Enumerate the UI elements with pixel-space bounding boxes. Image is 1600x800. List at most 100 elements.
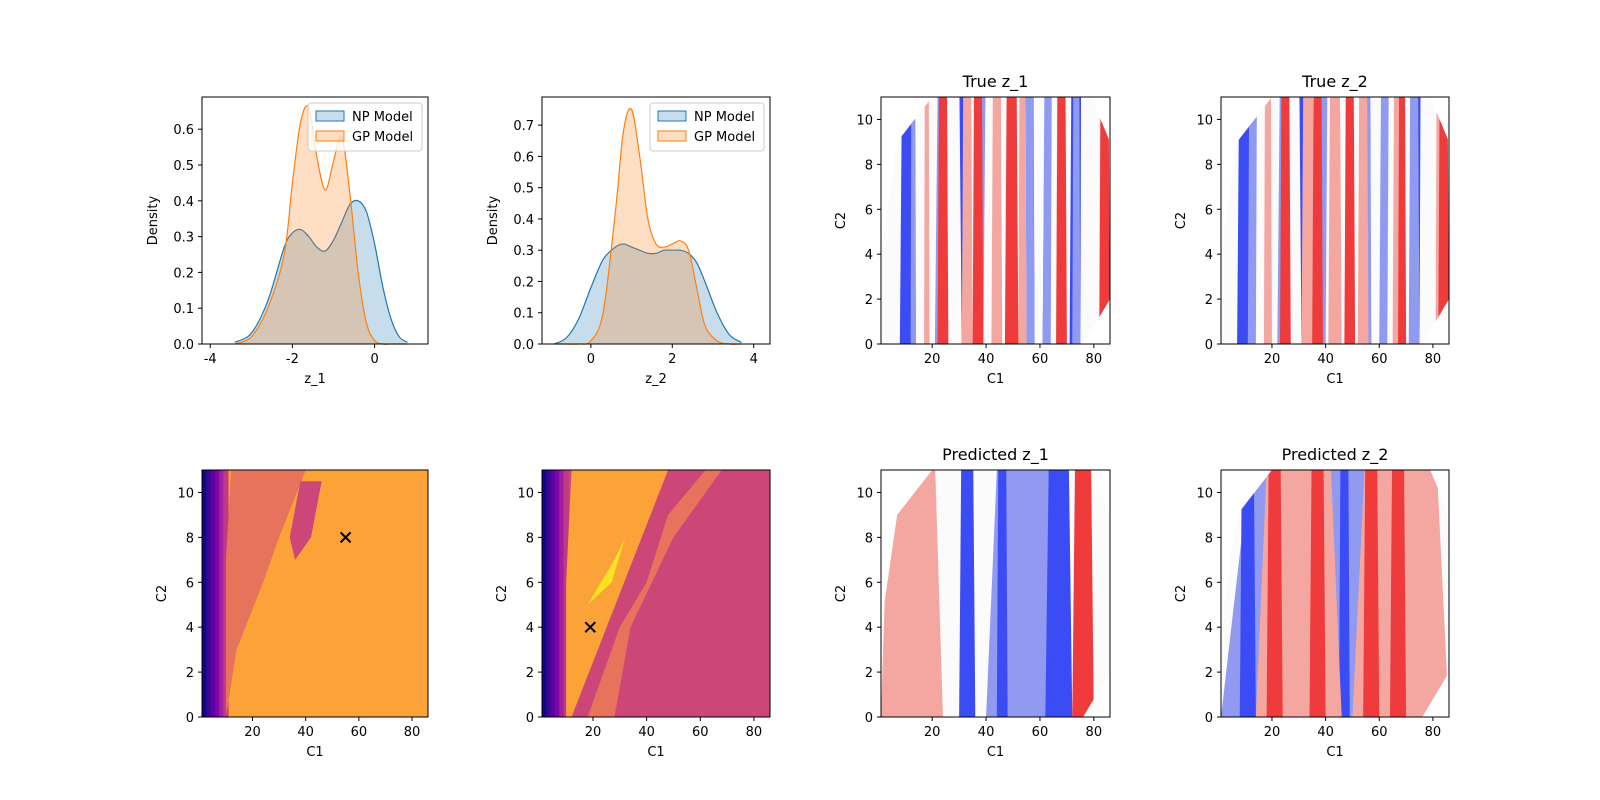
x-tick-label: 80: [1425, 352, 1442, 367]
contour-band: [1255, 97, 1264, 344]
contour-band: [1408, 97, 1420, 344]
x-tick-label: 20: [1264, 725, 1281, 740]
field-stripe: [554, 470, 561, 717]
y-tick-label: 8: [186, 531, 194, 546]
contour-band: [1301, 97, 1315, 344]
y-tick-label: 0.0: [513, 338, 534, 353]
x-tick-label: 20: [1264, 352, 1281, 367]
y-tick-label: 0.3: [513, 244, 534, 259]
x-tick-label: 60: [1032, 352, 1049, 367]
contour-band: [1263, 97, 1272, 344]
x-axis-label: C1: [987, 745, 1004, 760]
field-stripe: [210, 470, 216, 717]
axes-frame: [880, 96, 1111, 345]
x-tick-label: 80: [1086, 725, 1103, 740]
legend-swatch: [315, 110, 345, 122]
y-tick-label: 4: [526, 621, 534, 636]
contour-band: [1438, 97, 1449, 344]
x-tick-label: 20: [585, 725, 602, 740]
y-tick-label: 6: [865, 203, 873, 218]
contour-band: [1328, 97, 1342, 344]
contour-band: [961, 97, 973, 344]
y-tick-label: 0.5: [513, 182, 534, 197]
acquisition-chart-6: 20 40 60 80 0 2 4 6 8 10 C1 C2: [495, 469, 771, 760]
contour-band: [1004, 97, 1019, 344]
x-tick-label: 60: [692, 725, 709, 740]
contour-chart-3: 20 40 60 80 0 2 4 6 8 10 C1 C2 True z_1: [834, 72, 1111, 387]
y-tick-label: 0.2: [513, 275, 534, 290]
field-edge: [571, 470, 722, 717]
y-tick-label: 10: [517, 486, 534, 501]
chart-title: True z_1: [962, 72, 1029, 92]
y-axis-label: C2: [834, 585, 849, 602]
contour-band: [1280, 97, 1291, 344]
axes-frame: [1220, 469, 1450, 718]
x-tick-label: -4: [204, 352, 217, 367]
chart-title: Predicted z_1: [942, 445, 1049, 465]
y-tick-label: 4: [865, 621, 873, 636]
field-stripe: [563, 470, 569, 717]
axes-frame: [541, 96, 771, 345]
y-tick-label: 0.0: [173, 338, 194, 353]
y-tick-label: 0.6: [513, 150, 534, 165]
y-tick-label: 8: [1205, 158, 1213, 173]
y-tick-label: 0.7: [513, 119, 534, 134]
y-tick-label: 4: [865, 248, 873, 263]
contour-band: [937, 97, 949, 344]
field-stripe: [550, 470, 556, 717]
contour-band: [910, 97, 917, 344]
contour-band: [996, 470, 1008, 717]
contour-band: [991, 97, 1003, 344]
contour-band: [1099, 97, 1110, 344]
x-tick-label: 20: [924, 725, 941, 740]
legend: NP Model GP Model: [307, 102, 423, 152]
x-tick-label: 80: [1086, 352, 1103, 367]
y-tick-label: 8: [1205, 531, 1213, 546]
y-tick-label: 6: [865, 576, 873, 591]
contour-bands: [1221, 97, 1449, 344]
x-tick-label: 40: [978, 725, 995, 740]
contour-chart-7: 20 40 60 80 0 2 4 6 8 10 C1 C2 Predicted z_1: [834, 445, 1111, 760]
contour-band: [1056, 97, 1067, 344]
x-tick-label: 40: [1317, 725, 1334, 740]
contour-band: [1239, 470, 1256, 717]
y-tick-label: 0.1: [513, 307, 534, 322]
field-pocket: [289, 481, 322, 560]
x-axis-label: C1: [1326, 372, 1343, 387]
contour-band: [924, 97, 930, 344]
contour-bands: [881, 97, 1110, 344]
y-tick-label: 8: [865, 158, 873, 173]
x-tick-label: 20: [244, 725, 261, 740]
y-tick-label: 6: [526, 576, 534, 591]
contour-band: [1072, 470, 1094, 717]
x-tick-label: 40: [1317, 352, 1334, 367]
legend-swatch: [657, 110, 687, 122]
contour-band: [1389, 470, 1407, 717]
x-tick-label: 40: [297, 725, 314, 740]
x-tick-label: 60: [1371, 725, 1388, 740]
field-stripe: [546, 470, 552, 717]
y-tick-label: 4: [1205, 248, 1213, 263]
kde-chart-2: 0 2 4 0.0 0.1 0.2 0.3 0.4 0.5 0.6 0.7 z_2 Density NP …: [486, 96, 771, 387]
density-area-np: [234, 200, 408, 344]
contour-band: [972, 97, 984, 344]
axes-frame: [201, 469, 429, 718]
axes-frame: [201, 96, 429, 345]
y-tick-label: 0: [865, 338, 873, 353]
x-axis-label: C1: [1326, 745, 1343, 760]
field-stripe: [223, 470, 229, 717]
y-axis-label: C2: [495, 585, 510, 602]
field-stripe: [206, 470, 212, 717]
y-axis-label: C2: [155, 585, 170, 602]
y-tick-label: 0: [865, 711, 873, 726]
y-tick-label: 0: [1205, 338, 1213, 353]
x-axis-label: C1: [987, 372, 1004, 387]
y-tick-label: 2: [186, 666, 194, 681]
density-line-np: [234, 199, 408, 343]
x-tick-label: 0: [587, 352, 595, 367]
field-stripe: [559, 470, 565, 717]
axes-frame: [541, 469, 771, 718]
y-tick-label: 0: [1205, 711, 1213, 726]
contour-bands: [881, 470, 1110, 717]
chart-title: Predicted z_2: [1282, 445, 1389, 465]
